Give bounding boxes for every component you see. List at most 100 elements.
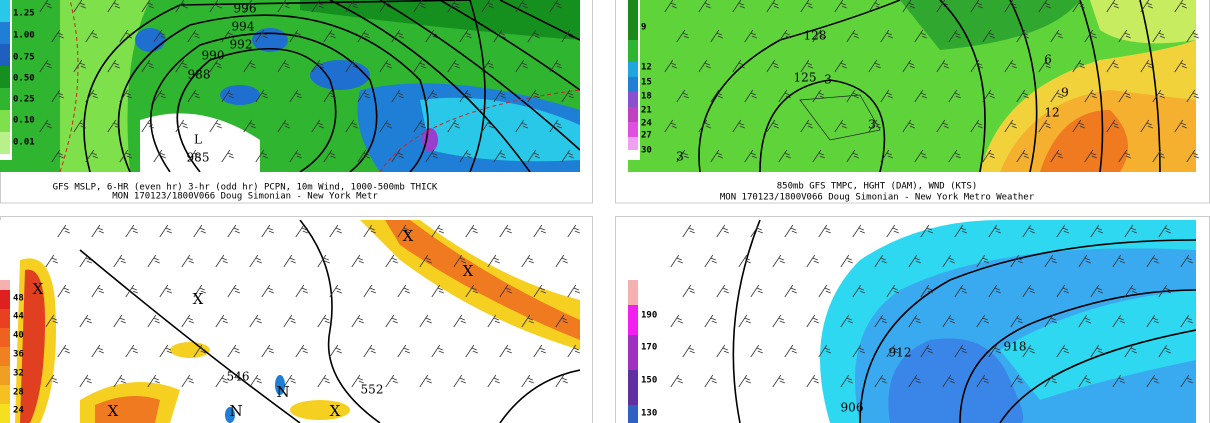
map-label: X	[193, 290, 204, 308]
wind-barb	[818, 284, 831, 298]
wind-barb	[908, 314, 921, 328]
wind-barb	[527, 149, 540, 163]
wind-barb	[487, 314, 500, 328]
wind-barb	[676, 29, 689, 43]
colorbar-label: 190	[641, 311, 657, 321]
wind-barb	[1084, 149, 1097, 163]
wind-barb	[948, 149, 961, 163]
wind-barb	[880, 89, 893, 103]
colorbar-label: 130	[641, 409, 657, 419]
wind-barb	[1010, 374, 1023, 388]
map-label: N	[276, 383, 289, 401]
wind-barb	[159, 224, 172, 238]
wind-barb	[567, 344, 580, 358]
wind-barb	[493, 149, 506, 163]
wind-barb	[345, 59, 358, 73]
wind-barb	[425, 89, 438, 103]
wind-barb	[549, 119, 562, 133]
wind-barb	[1174, 119, 1187, 133]
wind-barb	[1112, 254, 1125, 268]
wind-barb	[976, 374, 989, 388]
wind-barb	[902, 0, 915, 13]
map-label: L	[194, 133, 202, 147]
wind-barb	[1186, 149, 1199, 163]
wind-barb	[1072, 0, 1085, 13]
wind-barb	[351, 374, 364, 388]
wind-barb	[886, 344, 899, 358]
wind-barb	[1072, 59, 1085, 73]
wind-barb	[533, 224, 546, 238]
wind-barb	[107, 119, 120, 133]
wind-barb	[936, 59, 949, 73]
wind-barb	[487, 254, 500, 268]
wind-barb	[351, 314, 364, 328]
wind-barb	[527, 29, 540, 43]
wind-barb	[716, 224, 729, 238]
map-label: 552	[361, 383, 384, 397]
wind-barb	[1016, 149, 1029, 163]
wind-barb	[1084, 29, 1097, 43]
wind-barb	[778, 89, 791, 103]
wind-barb	[954, 284, 967, 298]
wind-barb	[1072, 119, 1085, 133]
wind-barb	[215, 374, 228, 388]
wind-barb	[1090, 284, 1103, 298]
wind-barb	[261, 284, 274, 298]
wind-barb	[806, 374, 819, 388]
wind-barb	[187, 29, 200, 43]
wind-barb	[948, 29, 961, 43]
map-label: 3	[676, 150, 684, 164]
wind-barb	[710, 149, 723, 163]
wind-barb	[227, 224, 240, 238]
wind-barb	[125, 344, 138, 358]
wind-barb	[249, 314, 262, 328]
wind-barb	[391, 29, 404, 43]
wind-barb	[329, 344, 342, 358]
wind-barb	[153, 29, 166, 43]
wind-barb	[766, 119, 779, 133]
wind-barb	[846, 149, 859, 163]
map-label: X	[108, 402, 119, 420]
wind-barb	[738, 314, 751, 328]
wind-barb	[493, 89, 506, 103]
wind-barb	[181, 374, 194, 388]
wind-barb	[385, 254, 398, 268]
wind-barb	[698, 119, 711, 133]
wind-barb	[181, 314, 194, 328]
wind-barb	[664, 119, 677, 133]
map-label: 996	[234, 2, 257, 16]
wind-barb	[221, 29, 234, 43]
wind-barb	[159, 344, 172, 358]
wind-barb	[119, 29, 132, 43]
wind-barb	[73, 119, 86, 133]
wind-barb	[874, 314, 887, 328]
wind-barb	[976, 254, 989, 268]
colorbar-label: 0.25	[13, 95, 35, 105]
wind-barb	[419, 314, 432, 328]
wind-barb	[147, 374, 160, 388]
wind-barb	[311, 59, 324, 73]
wind-barb	[243, 59, 256, 73]
wind-barb	[379, 0, 392, 13]
wind-barb	[1106, 0, 1119, 13]
wind-barb	[283, 314, 296, 328]
wind-barb	[1004, 59, 1017, 73]
wind-barb	[914, 149, 927, 163]
wind-barb	[704, 314, 717, 328]
colorbar-label: 15	[641, 78, 652, 88]
wind-barb	[1010, 314, 1023, 328]
wind-barb	[1050, 29, 1063, 43]
wind-barb	[397, 224, 410, 238]
wind-barb	[209, 59, 222, 73]
wind-barb	[323, 29, 336, 43]
wind-barb	[329, 284, 342, 298]
wind-barb	[750, 284, 763, 298]
wind-barb	[425, 149, 438, 163]
map-label: 3	[868, 118, 876, 132]
wind-barb	[1078, 314, 1091, 328]
wind-barb	[1118, 89, 1131, 103]
wind-barb	[79, 254, 92, 268]
wind-barb	[45, 314, 58, 328]
colorbar-label: 40	[13, 331, 24, 341]
wind-barb	[413, 119, 426, 133]
